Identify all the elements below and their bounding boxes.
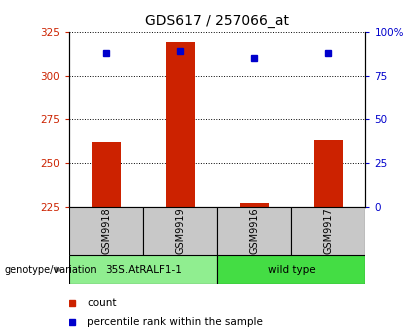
Text: GSM9917: GSM9917 <box>323 208 333 254</box>
Bar <box>218 207 291 255</box>
Text: 35S.AtRALF1-1: 35S.AtRALF1-1 <box>105 265 182 275</box>
Text: percentile rank within the sample: percentile rank within the sample <box>87 317 263 327</box>
Bar <box>92 142 121 207</box>
Text: wild type: wild type <box>268 265 315 275</box>
Bar <box>165 42 195 207</box>
Bar <box>291 207 365 255</box>
Bar <box>69 207 143 255</box>
Text: GSM9918: GSM9918 <box>101 208 111 254</box>
Bar <box>239 203 269 207</box>
Text: GSM9919: GSM9919 <box>175 208 185 254</box>
Bar <box>143 207 218 255</box>
Text: genotype/variation: genotype/variation <box>4 265 97 275</box>
Text: GSM9916: GSM9916 <box>249 208 260 254</box>
Bar <box>69 255 218 284</box>
Text: count: count <box>87 298 117 308</box>
Title: GDS617 / 257066_at: GDS617 / 257066_at <box>145 14 289 28</box>
Bar <box>314 140 343 207</box>
Bar <box>218 255 365 284</box>
